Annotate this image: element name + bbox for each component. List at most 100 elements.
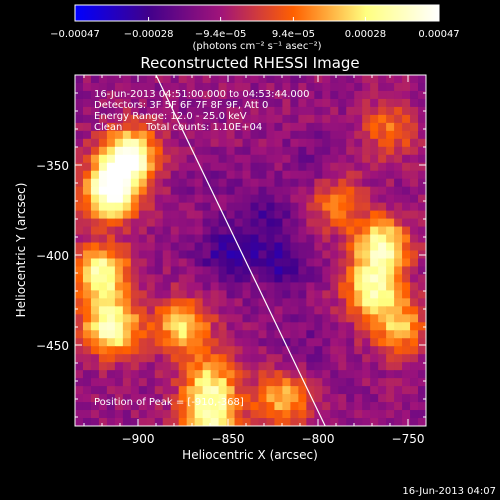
heatmap-cell bbox=[162, 354, 172, 363]
heatmap-cell bbox=[298, 194, 307, 204]
heatmap-cell bbox=[258, 362, 268, 371]
heatmap-cell bbox=[394, 210, 403, 220]
heatmap-cell bbox=[170, 75, 180, 84]
heatmap-cell bbox=[346, 202, 355, 212]
heatmap-cell bbox=[234, 114, 244, 124]
heatmap-cell bbox=[202, 218, 212, 228]
heatmap-cell bbox=[234, 402, 244, 411]
heatmap-cell bbox=[410, 226, 419, 236]
heatmap-cell bbox=[410, 410, 419, 419]
heatmap-cell bbox=[82, 154, 92, 164]
heatmap-cell bbox=[274, 146, 284, 156]
heatmap-cell bbox=[146, 218, 156, 228]
heatmap-cell bbox=[290, 138, 299, 148]
heatmap-cell bbox=[122, 194, 132, 204]
heatmap-cell bbox=[298, 298, 307, 307]
heatmap-cell bbox=[130, 338, 140, 347]
heatmap-cell bbox=[274, 226, 284, 236]
heatmap-cell bbox=[210, 242, 220, 252]
heatmap-cell bbox=[186, 298, 196, 307]
heatmap-cell bbox=[274, 194, 284, 204]
heatmap-cell bbox=[146, 106, 156, 116]
heatmap-cell bbox=[410, 242, 419, 252]
heatmap-cell bbox=[386, 218, 395, 228]
heatmap-cell bbox=[194, 194, 204, 204]
heatmap-cell bbox=[130, 114, 140, 124]
heatmap-cell bbox=[130, 178, 140, 188]
heatmap-cell bbox=[186, 194, 196, 204]
heatmap-cell bbox=[90, 250, 100, 260]
heatmap-cell bbox=[354, 410, 363, 419]
heatmap-cell bbox=[194, 106, 204, 116]
heatmap-cell bbox=[402, 130, 411, 140]
heatmap-cell bbox=[114, 122, 124, 132]
heatmap-cell bbox=[90, 194, 100, 204]
heatmap-cell bbox=[162, 290, 172, 299]
heatmap-cell bbox=[82, 202, 92, 212]
heatmap-cell bbox=[154, 170, 164, 180]
heatmap-cell bbox=[130, 234, 140, 244]
heatmap-cell bbox=[330, 330, 339, 339]
heatmap-cell bbox=[410, 186, 419, 196]
heatmap-cell bbox=[218, 75, 228, 84]
heatmap-cell bbox=[346, 218, 355, 228]
heatmap-cell bbox=[122, 202, 132, 212]
heatmap-cell bbox=[410, 338, 419, 347]
heatmap-cell bbox=[130, 130, 140, 140]
heatmap-cell bbox=[162, 130, 172, 140]
heatmap-cell bbox=[242, 154, 252, 164]
heatmap-cell bbox=[362, 386, 371, 395]
heatmap-cell bbox=[282, 75, 291, 84]
heatmap-cell bbox=[122, 346, 132, 355]
heatmap-cell bbox=[90, 394, 100, 403]
heatmap-cell bbox=[330, 226, 339, 236]
heatmap-cell bbox=[346, 106, 355, 116]
heatmap-cell bbox=[274, 370, 284, 379]
heatmap-cell bbox=[402, 418, 411, 426]
annotation-detectors: Detectors: 3F 5F 6F 7F 8F 9F, Att 0 bbox=[94, 100, 268, 111]
heatmap-cell bbox=[362, 402, 371, 411]
heatmap-cell bbox=[394, 290, 403, 299]
heatmap-cell bbox=[354, 346, 363, 355]
heatmap-cell bbox=[330, 394, 339, 403]
heatmap-cell bbox=[202, 194, 212, 204]
heatmap-cell bbox=[234, 386, 244, 395]
heatmap-cell bbox=[138, 338, 148, 347]
heatmap-cell bbox=[218, 370, 228, 379]
heatmap-cell bbox=[162, 82, 172, 92]
heatmap-cell bbox=[418, 418, 426, 426]
heatmap-cell bbox=[346, 178, 355, 188]
heatmap-cell bbox=[410, 210, 419, 220]
heatmap-cell bbox=[202, 290, 212, 299]
heatmap-cell bbox=[306, 75, 315, 84]
heatmap-cell bbox=[114, 282, 124, 291]
heatmap-cell bbox=[298, 274, 307, 284]
heatmap-cell bbox=[354, 122, 363, 132]
heatmap-cell bbox=[282, 234, 291, 244]
heatmap-cell bbox=[202, 154, 212, 164]
heatmap-cell bbox=[378, 242, 387, 252]
heatmap-cell bbox=[90, 106, 100, 116]
heatmap-cell bbox=[250, 314, 260, 323]
heatmap-cell bbox=[370, 322, 379, 331]
heatmap-cell bbox=[75, 266, 84, 276]
heatmap-cell bbox=[314, 234, 323, 244]
heatmap-cell bbox=[130, 90, 140, 100]
heatmap-cell bbox=[82, 138, 92, 148]
heatmap-cell bbox=[218, 354, 228, 363]
heatmap-cell bbox=[314, 162, 323, 172]
heatmap-cell bbox=[170, 394, 180, 403]
heatmap-cell bbox=[122, 298, 132, 307]
heatmap-cell bbox=[202, 250, 212, 260]
heatmap-cell bbox=[194, 322, 204, 331]
heatmap-cell bbox=[138, 178, 148, 188]
heatmap-cell bbox=[186, 114, 196, 124]
heatmap-cell bbox=[346, 322, 355, 331]
heatmap-cell bbox=[322, 266, 331, 276]
heatmap-cell bbox=[330, 98, 339, 108]
heatmap-cell bbox=[418, 322, 426, 331]
heatmap-cell bbox=[138, 346, 148, 355]
heatmap-cell bbox=[330, 370, 339, 379]
heatmap-cell bbox=[170, 378, 180, 387]
heatmap-cell bbox=[114, 226, 124, 236]
